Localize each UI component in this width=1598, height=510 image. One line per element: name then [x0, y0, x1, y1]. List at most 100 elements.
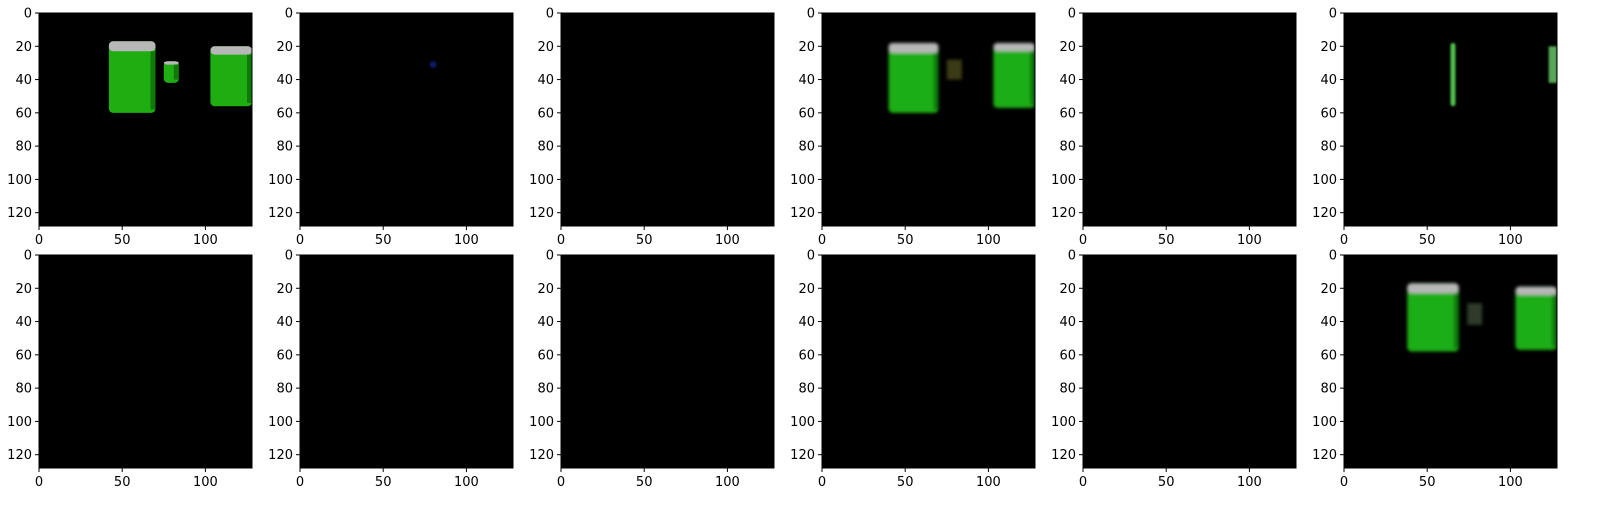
y-tick-label: 100 — [529, 415, 554, 430]
y-tick-label: 120 — [529, 448, 554, 463]
y-tick-label: 0 — [285, 249, 293, 264]
x-tick-label: 50 — [375, 233, 392, 248]
y-tick-label: 100 — [1312, 415, 1337, 430]
y-tick-label: 20 — [276, 282, 293, 297]
y-tick-label: 80 — [798, 382, 815, 397]
image-panel: 0 50 100 0 20 40 60 80 100 120 — [1051, 249, 1297, 490]
x-tick-label: 50 — [1158, 475, 1175, 490]
y-tick-label: 120 — [529, 206, 554, 221]
y-tick-label: 0 — [1329, 7, 1337, 22]
x-tick-label: 50 — [636, 233, 653, 248]
y-tick-label: 40 — [537, 315, 554, 330]
y-tick-label: 60 — [798, 348, 815, 363]
x-tick-label: 0 — [1340, 475, 1348, 490]
x-tick-label: 100 — [715, 233, 740, 248]
image-panel: 0 50 100 0 20 40 60 80 100 120 — [790, 249, 1036, 490]
y-tick-label: 80 — [798, 140, 815, 155]
image-panel: 0 50 100 0 20 40 60 80 100 120 — [268, 7, 514, 248]
y-tick-label: 120 — [790, 206, 815, 221]
y-tick-label: 0 — [1068, 249, 1076, 264]
x-tick-label: 0 — [1079, 475, 1087, 490]
panel-frame — [299, 12, 514, 227]
x-tick-label: 100 — [454, 475, 479, 490]
image-panel: 0 50 100 0 20 40 60 80 100 120 — [7, 7, 253, 248]
panel-frame — [1082, 254, 1297, 469]
image-panel: 0 50 100 0 20 40 60 80 100 120 — [1051, 7, 1297, 248]
y-tick-label: 20 — [1320, 282, 1337, 297]
y-tick-label: 80 — [1320, 382, 1337, 397]
y-tick-label: 40 — [276, 73, 293, 88]
x-tick-label: 0 — [557, 475, 565, 490]
panel-frame — [1082, 12, 1297, 227]
y-tick-label: 0 — [807, 7, 815, 22]
y-tick-label: 60 — [276, 106, 293, 121]
y-tick-label: 80 — [537, 140, 554, 155]
y-tick-label: 80 — [15, 382, 32, 397]
mug-shape — [108, 41, 156, 113]
x-tick-label: 100 — [193, 475, 218, 490]
mug-shape — [1407, 283, 1459, 352]
x-tick-label: 0 — [818, 233, 826, 248]
y-tick-label: 20 — [1059, 282, 1076, 297]
y-tick-label: 40 — [1059, 315, 1076, 330]
x-tick-label: 0 — [1340, 233, 1348, 248]
y-tick-label: 100 — [529, 173, 554, 188]
y-tick-label: 80 — [276, 140, 293, 155]
image-panel: 0 50 100 0 20 40 60 80 100 120 — [1312, 249, 1558, 490]
y-tick-label: 0 — [546, 7, 554, 22]
mug-shape — [1515, 286, 1557, 350]
y-tick-label: 120 — [1312, 448, 1337, 463]
y-tick-label: 0 — [807, 249, 815, 264]
y-tick-label: 0 — [1329, 249, 1337, 264]
y-tick-label: 100 — [790, 415, 815, 430]
y-tick-label: 40 — [798, 315, 815, 330]
panel-image — [39, 255, 252, 468]
y-tick-label: 40 — [276, 315, 293, 330]
image-panel: 0 50 100 0 20 40 60 80 100 120 — [790, 7, 1036, 248]
y-tick-label: 100 — [1312, 173, 1337, 188]
y-tick-label: 40 — [15, 73, 32, 88]
x-tick-label: 0 — [1079, 233, 1087, 248]
panel-frame — [560, 12, 775, 227]
y-tick-label: 20 — [276, 40, 293, 55]
x-tick-label: 0 — [557, 233, 565, 248]
image-panel: 0 50 100 0 20 40 60 80 100 120 — [268, 249, 514, 490]
y-tick-label: 60 — [15, 348, 32, 363]
y-tick-label: 40 — [1320, 315, 1337, 330]
y-tick-label: 20 — [798, 282, 815, 297]
panel-image — [561, 13, 774, 226]
y-tick-label: 100 — [790, 173, 815, 188]
y-tick-label: 100 — [1051, 173, 1076, 188]
panel-image — [300, 255, 513, 468]
panel-frame — [38, 12, 253, 227]
y-tick-label: 40 — [1320, 73, 1337, 88]
x-tick-label: 50 — [897, 475, 914, 490]
y-tick-label: 100 — [7, 415, 32, 430]
green-edge — [1548, 46, 1557, 83]
mug-shape — [163, 61, 179, 83]
image-panel: 0 50 100 0 20 40 60 80 100 120 — [1312, 7, 1558, 248]
panel-frame — [821, 254, 1036, 469]
x-tick-label: 50 — [375, 475, 392, 490]
small-object — [946, 59, 962, 80]
y-tick-label: 40 — [15, 315, 32, 330]
x-tick-label: 0 — [818, 475, 826, 490]
x-tick-label: 100 — [1237, 475, 1262, 490]
y-tick-label: 120 — [268, 448, 293, 463]
x-tick-label: 0 — [35, 475, 43, 490]
panel-image — [1344, 13, 1557, 226]
x-tick-label: 100 — [1498, 475, 1523, 490]
blue-dot — [429, 61, 437, 68]
y-tick-label: 120 — [1312, 206, 1337, 221]
y-tick-label: 80 — [15, 140, 32, 155]
x-tick-label: 50 — [114, 475, 131, 490]
y-tick-label: 20 — [1059, 40, 1076, 55]
y-tick-label: 100 — [268, 415, 293, 430]
y-tick-label: 20 — [537, 282, 554, 297]
panel-frame — [38, 254, 253, 469]
y-tick-label: 60 — [1059, 106, 1076, 121]
y-tick-label: 60 — [537, 106, 554, 121]
x-tick-label: 50 — [1158, 233, 1175, 248]
small-object — [1467, 303, 1483, 325]
y-tick-label: 80 — [1059, 382, 1076, 397]
